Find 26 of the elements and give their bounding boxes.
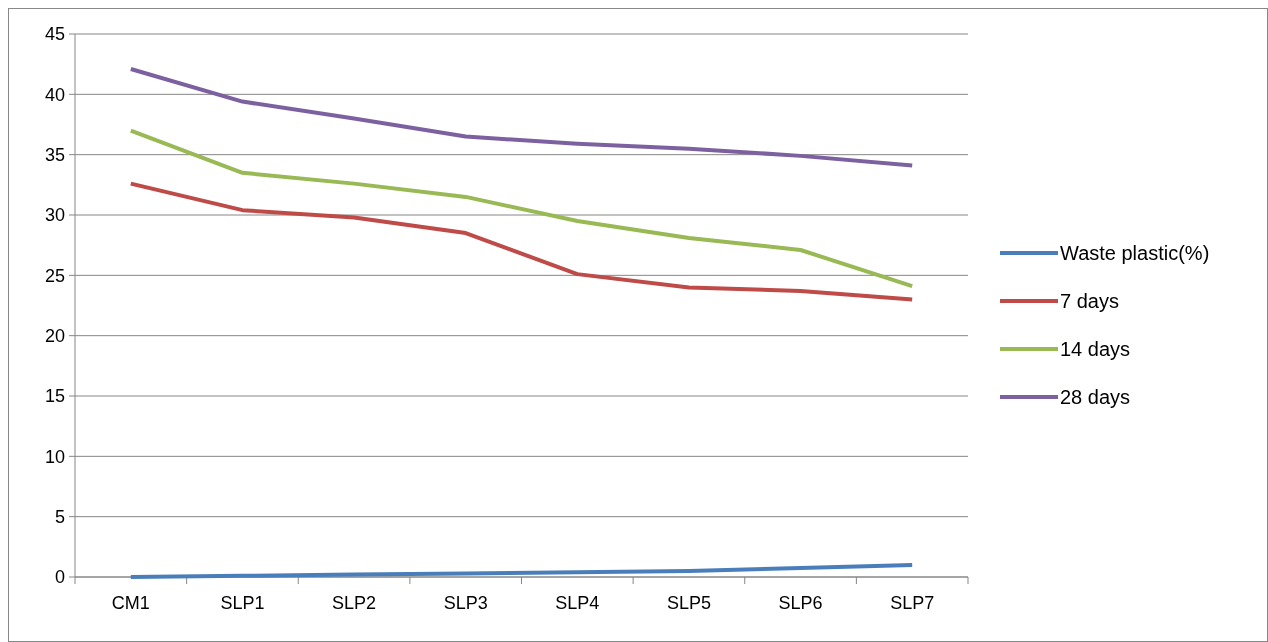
y-tick-label: 15 (44, 386, 65, 407)
y-tick-label: 30 (44, 205, 65, 226)
x-tick-label: SLP6 (778, 593, 823, 613)
line-series (128, 181, 915, 302)
y-tick-label: 25 (44, 265, 65, 286)
legend-label: Waste plastic(%) (1060, 242, 1210, 264)
legend-label: 14 days (1060, 338, 1131, 360)
y-tick-label: 0 (54, 567, 65, 588)
y-tick-label: 10 (44, 446, 65, 467)
line-series (128, 562, 915, 579)
legend-label: 7 days (1060, 290, 1119, 312)
y-tick-label: 20 (44, 325, 65, 346)
legend-label: 28 days (1060, 386, 1131, 408)
y-tick-label: 35 (44, 144, 65, 165)
y-tick-label: 45 (44, 24, 65, 45)
x-tick-label: CM1 (111, 593, 150, 613)
x-tick-label: SLP7 (890, 593, 935, 613)
x-tick-label: SLP1 (220, 593, 265, 613)
x-tick-label: SLP3 (443, 593, 488, 613)
x-tick-label: SLP2 (332, 593, 377, 613)
line-series (128, 66, 915, 168)
x-tick-label: SLP4 (555, 593, 600, 613)
y-tick-label: 40 (44, 84, 65, 105)
y-tick-label: 5 (54, 506, 65, 527)
line-series (128, 128, 915, 289)
x-tick-label: SLP5 (666, 593, 711, 613)
